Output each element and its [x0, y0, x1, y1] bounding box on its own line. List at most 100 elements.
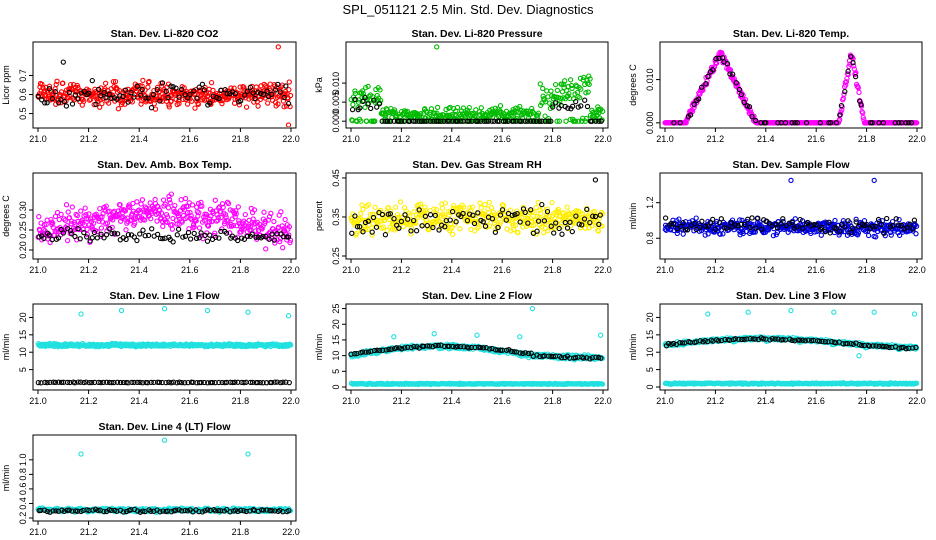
data-point-primary: [371, 212, 378, 218]
data-point-primary: [86, 211, 92, 217]
x-tick-label: 21.8: [544, 265, 562, 275]
data-point-secondary: [413, 228, 420, 234]
data-point-secondary: [148, 379, 154, 386]
data-point-secondary: [66, 89, 72, 96]
data-point-primary: [268, 210, 274, 217]
data-point-secondary: [592, 213, 599, 220]
data-point-secondary: [360, 98, 366, 105]
chart-panel-3: Stan. Dev. Li-820 Temp.degrees C21.0 21.2…: [628, 28, 926, 144]
data-point-primary: [535, 110, 542, 116]
data-point-primary: [873, 234, 879, 240]
data-point-secondary: [52, 379, 59, 386]
data-point-secondary: [129, 379, 135, 386]
data-point-secondary: [241, 379, 247, 386]
data-point-secondary: [575, 104, 581, 110]
data-point-primary: [278, 209, 284, 215]
data-point-primary: [560, 209, 567, 216]
data-point-secondary: [822, 228, 828, 235]
data-point-primary: [359, 202, 365, 208]
data-point-secondary: [283, 83, 289, 89]
x-tick-label: 22.0: [908, 134, 926, 144]
data-point-secondary: [139, 380, 146, 386]
data-point-primary: [585, 89, 591, 95]
data-point-secondary: [405, 344, 411, 350]
data-point-primary: [582, 118, 588, 124]
data-point-secondary: [438, 118, 444, 124]
data-point-primary: [69, 86, 75, 93]
data-point-primary: [774, 229, 781, 236]
y-tick-label: 20: [645, 312, 655, 322]
data-point-secondary: [128, 90, 134, 96]
data-point-secondary: [430, 344, 436, 350]
x-tick-label: 21.8: [232, 134, 250, 144]
data-point-secondary: [104, 379, 110, 385]
data-point-secondary: [131, 379, 137, 386]
data-point-primary: [280, 245, 286, 251]
data-point-primary: [184, 209, 191, 216]
data-point-primary: [143, 205, 150, 211]
data-point-primary: [537, 81, 543, 87]
data-point-primary: [529, 105, 535, 112]
data-point-secondary: [736, 86, 743, 93]
data-point-primary: [121, 207, 128, 213]
data-point-secondary: [850, 60, 856, 66]
data-point-secondary: [418, 118, 425, 124]
x-tick-label: 21.0: [342, 265, 360, 275]
data-point-primary: [512, 222, 519, 228]
data-point-primary: [112, 78, 119, 85]
data-point-secondary: [170, 379, 177, 385]
data-point-secondary: [160, 235, 166, 242]
data-point-secondary: [565, 105, 571, 111]
data-point-secondary: [379, 118, 385, 124]
data-point-primary: [167, 200, 173, 206]
data-point-primary: [460, 105, 467, 111]
y-tick-label: 0.000: [331, 110, 341, 133]
data-point-secondary: [703, 81, 709, 87]
chart-title: Stan. Dev. Gas Stream RH: [412, 159, 541, 171]
data-point-primary: [202, 84, 208, 91]
x-tick-label: 21.6: [181, 134, 199, 144]
data-point-secondary: [780, 216, 786, 222]
data-point-secondary: [260, 91, 267, 98]
data-point-secondary: [803, 120, 810, 126]
y-axis-label: degrees C: [628, 64, 638, 106]
data-point-primary: [586, 73, 592, 79]
data-point-secondary: [738, 221, 744, 228]
data-point-secondary: [249, 379, 256, 386]
data-point-primary: [199, 203, 205, 209]
data-point-primary: [488, 205, 495, 211]
data-point-primary: [372, 118, 378, 124]
data-point-secondary: [75, 226, 81, 232]
data-point-primary: [138, 201, 144, 207]
data-point-primary: [562, 78, 568, 84]
data-point-secondary: [239, 235, 245, 241]
data-point-secondary: [503, 217, 509, 223]
data-point-secondary: [593, 118, 599, 124]
data-point-secondary: [836, 228, 843, 234]
data-point-outlier: [391, 334, 397, 340]
y-tick-label: 25: [331, 304, 341, 314]
data-point-primary: [146, 78, 152, 85]
y-axis-label: ml/min: [314, 334, 324, 361]
data-point-secondary: [122, 87, 129, 93]
data-point-secondary: [477, 344, 484, 351]
x-tick-label: 21.6: [493, 265, 511, 275]
data-point-secondary: [283, 379, 289, 385]
data-point-secondary: [472, 344, 478, 351]
plot-frame: [345, 41, 609, 129]
data-point-secondary: [464, 217, 471, 224]
data-point-primary: [471, 228, 478, 234]
x-tick-label: 22.0: [908, 265, 926, 275]
data-point-primary: [486, 199, 492, 206]
data-point-secondary: [792, 120, 798, 126]
data-point-primary: [287, 239, 293, 246]
data-point-secondary: [180, 234, 186, 240]
data-point-primary: [477, 200, 483, 206]
data-point-primary: [851, 63, 857, 69]
data-point-secondary: [150, 92, 157, 98]
data-point-secondary: [457, 343, 464, 350]
data-point-primary: [46, 83, 53, 89]
data-point-secondary: [732, 222, 738, 228]
